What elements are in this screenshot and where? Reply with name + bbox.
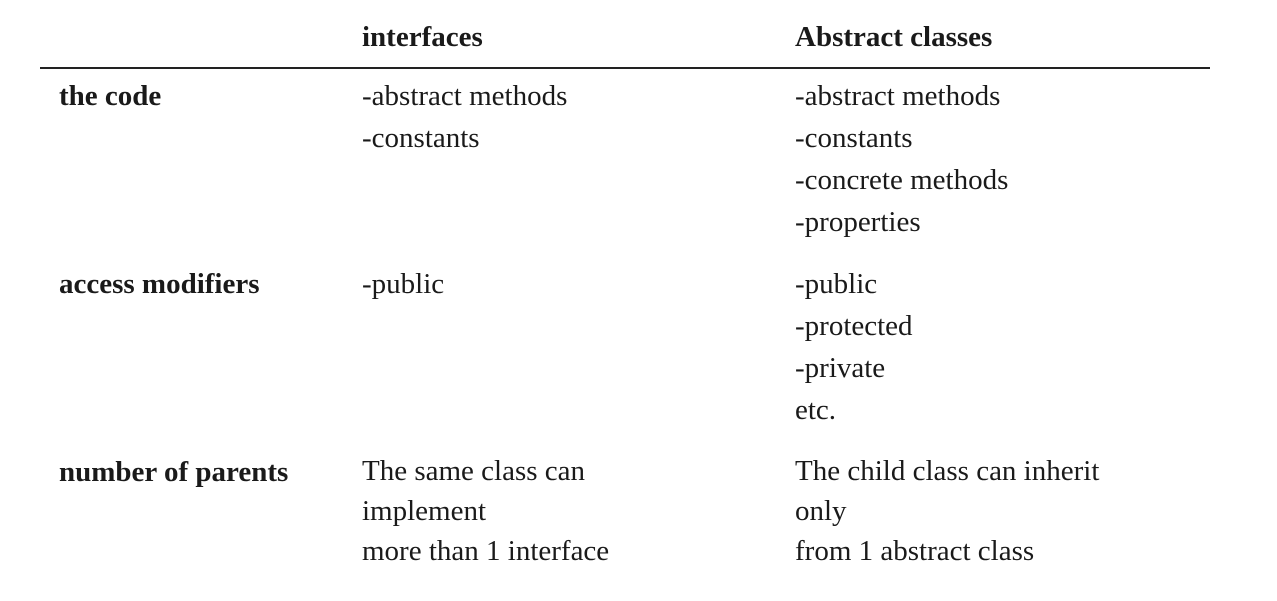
row-label-access-modifiers: access modifiers xyxy=(59,268,260,300)
cell-line: -constants xyxy=(795,122,913,154)
cell-line: from 1 abstract class xyxy=(795,535,1035,567)
cell-line: -properties xyxy=(795,206,921,238)
row-label-number-of-parents: number of parents xyxy=(59,456,289,488)
table-header: interfaces Abstract classes xyxy=(40,0,1210,69)
cell-line: -concrete methods xyxy=(795,164,1009,196)
cell-abstract-access-modifiers: -public -protected -private etc. xyxy=(795,263,913,431)
cell-line: The same class can xyxy=(362,455,586,487)
cell-abstract-the-code: -abstract methods -constants -concrete m… xyxy=(795,75,1008,243)
cell-line: only xyxy=(795,495,847,527)
cell-line: etc. xyxy=(795,394,837,426)
row-label-the-code: the code xyxy=(59,80,162,112)
cell-abstract-number-of-parents: The child class can inherit only from 1 … xyxy=(795,451,1099,571)
cell-line: The child class can inherit xyxy=(795,455,1100,487)
cell-line: -abstract methods xyxy=(362,80,568,112)
cell-line: -protected xyxy=(795,310,913,342)
cell-interfaces-the-code: -abstract methods -constants xyxy=(362,75,567,159)
cell-line: -abstract methods xyxy=(795,80,1001,112)
header-interfaces: interfaces xyxy=(362,21,483,53)
header-abstract-classes: Abstract classes xyxy=(795,21,993,53)
cell-line: more than 1 interface xyxy=(362,535,610,567)
cell-interfaces-number-of-parents: The same class can implement more than 1… xyxy=(362,451,609,571)
cell-line: -public xyxy=(795,268,878,300)
comparison-table: interfaces Abstract classes the code -ab… xyxy=(40,0,1210,567)
cell-line: implement xyxy=(362,495,487,527)
cell-interfaces-access-modifiers: -public xyxy=(362,263,444,305)
cell-line: -constants xyxy=(362,122,480,154)
cell-line: -private xyxy=(795,352,886,384)
cell-line: -public xyxy=(362,268,445,300)
